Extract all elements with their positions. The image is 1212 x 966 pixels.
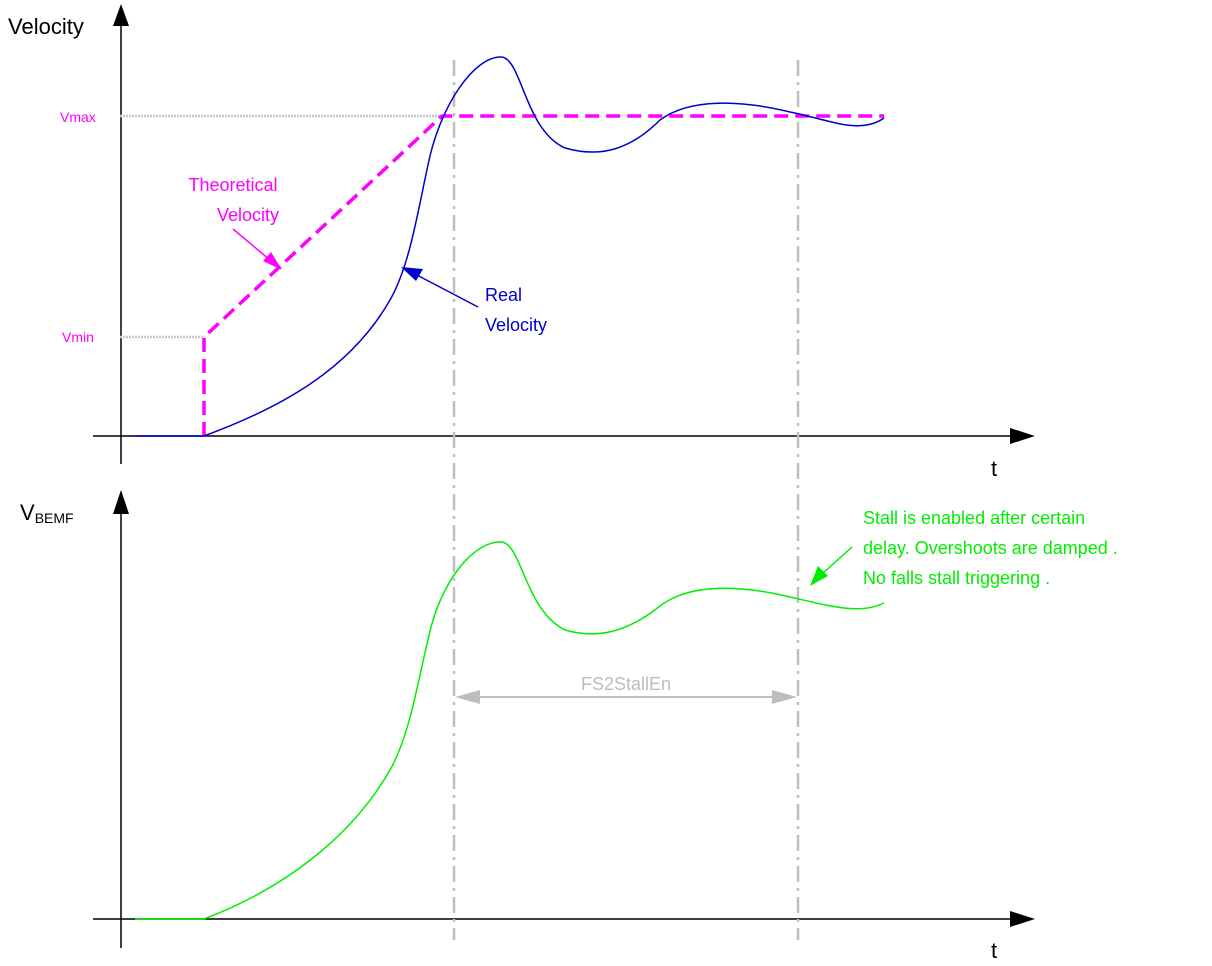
bottom-x-arrowhead <box>1010 911 1035 927</box>
vmin-label: Vmin <box>62 329 94 345</box>
bottom-y-axis-label: VBEMF <box>20 500 74 526</box>
bottom-y-arrowhead <box>113 490 129 514</box>
top-y-arrowhead <box>113 4 129 26</box>
vmax-label: Vmax <box>60 109 96 125</box>
bottom-x-axis-label: t <box>991 938 997 963</box>
note-pointer-arrowhead <box>810 566 828 586</box>
interval-arrowhead-left <box>455 690 480 704</box>
note-pointer-line <box>820 546 853 576</box>
top-x-arrowhead <box>1010 428 1035 444</box>
interval-label: FS2StallEn <box>581 674 671 694</box>
theoretical-pointer-line <box>232 228 271 261</box>
stall-note-line1: Stall is enabled after certain <box>863 508 1085 528</box>
real-label-line2: Velocity <box>485 315 547 335</box>
real-label-line1: Real <box>485 285 522 305</box>
top-x-axis-label: t <box>991 456 997 481</box>
real-velocity-curve <box>135 56 885 437</box>
stall-note-line2: delay. Overshoots are damped . <box>863 538 1118 558</box>
theoretical-label-line2: Velocity <box>217 205 279 225</box>
bottom-y-axis-label-main: V <box>20 500 35 525</box>
top-y-axis-label: Velocity <box>8 14 84 39</box>
bottom-y-axis-label-sub: BEMF <box>35 510 74 526</box>
stall-note-line3: No falls stall triggering . <box>863 568 1050 588</box>
real-pointer-arrowhead <box>401 267 423 281</box>
theoretical-label-line1: Theoretical <box>188 175 277 195</box>
real-pointer-line <box>414 273 479 308</box>
interval-arrowhead-right <box>772 690 797 704</box>
bemf-curve <box>135 541 885 920</box>
theoretical-velocity-curve <box>202 114 884 436</box>
theoretical-pointer-arrowhead <box>263 252 282 270</box>
